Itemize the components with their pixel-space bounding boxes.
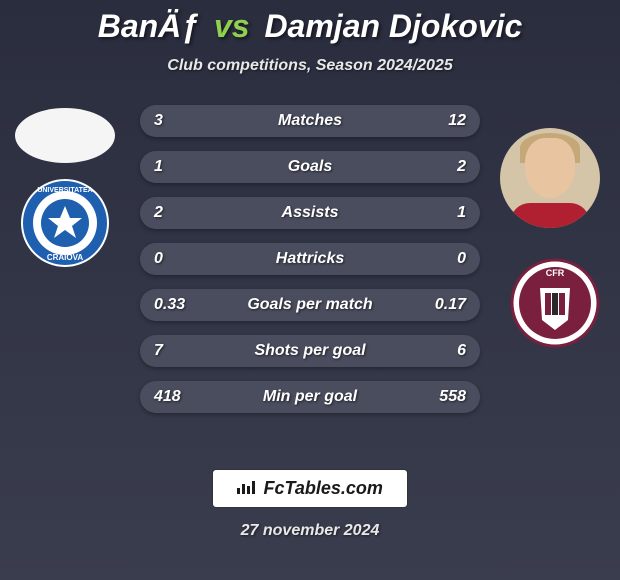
stat-left-value: 0: [154, 250, 194, 268]
footer: FcTables.com 27 november 2024: [0, 469, 620, 540]
vs-text: vs: [214, 8, 250, 44]
chart-icon: [237, 480, 255, 499]
subtitle: Club competitions, Season 2024/2025: [0, 57, 620, 75]
stat-left-value: 2: [154, 204, 194, 222]
stat-right-value: 2: [426, 158, 466, 176]
player1-name: BanÄƒ: [98, 8, 199, 44]
stat-right-value: 6: [426, 342, 466, 360]
stat-row-shots-per-goal: 7 Shots per goal 6: [140, 335, 480, 367]
stat-label: Goals per match: [247, 296, 372, 314]
stat-row-assists: 2 Assists 1: [140, 197, 480, 229]
player1-club-badge: UNIVERSITATEA CRAIOVA: [20, 178, 110, 268]
date-text: 27 november 2024: [0, 522, 620, 540]
stat-label: Goals: [288, 158, 332, 176]
stat-row-goals: 1 Goals 2: [140, 151, 480, 183]
stat-left-value: 7: [154, 342, 194, 360]
stat-row-hattricks: 0 Hattricks 0: [140, 243, 480, 275]
stat-row-min-per-goal: 418 Min per goal 558: [140, 381, 480, 413]
stat-row-goals-per-match: 0.33 Goals per match 0.17: [140, 289, 480, 321]
svg-text:CFR: CFR: [546, 268, 565, 278]
stat-right-value: 1: [426, 204, 466, 222]
player1-photo: [15, 108, 115, 163]
stat-right-value: 12: [426, 112, 466, 130]
brand-text: FcTables.com: [264, 478, 383, 498]
stat-left-value: 1: [154, 158, 194, 176]
svg-text:CRAIOVA: CRAIOVA: [47, 253, 84, 262]
stat-right-value: 558: [426, 388, 466, 406]
svg-text:UNIVERSITATEA: UNIVERSITATEA: [37, 187, 92, 194]
stat-label: Min per goal: [263, 388, 357, 406]
stat-label: Matches: [278, 112, 342, 130]
player2-name: Damjan Djokovic: [264, 8, 522, 44]
stat-right-value: 0.17: [426, 296, 466, 314]
header: BanÄƒ vs Damjan Djokovic Club competitio…: [0, 0, 620, 75]
player2-club-badge: CFR: [510, 258, 600, 348]
stat-left-value: 0.33: [154, 296, 194, 314]
stat-label: Hattricks: [276, 250, 344, 268]
stat-label: Assists: [282, 204, 339, 222]
stat-row-matches: 3 Matches 12: [140, 105, 480, 137]
player2-photo: [500, 128, 600, 228]
stat-left-value: 418: [154, 388, 194, 406]
comparison-title: BanÄƒ vs Damjan Djokovic: [0, 8, 620, 45]
fctables-badge[interactable]: FcTables.com: [212, 469, 408, 508]
stat-left-value: 3: [154, 112, 194, 130]
stat-right-value: 0: [426, 250, 466, 268]
stat-label: Shots per goal: [254, 342, 365, 360]
